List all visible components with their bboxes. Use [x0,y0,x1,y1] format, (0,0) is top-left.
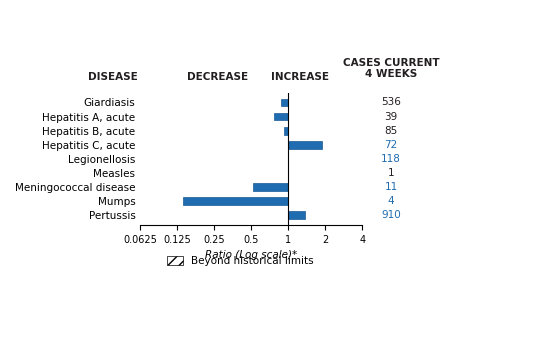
Bar [288,141,323,149]
Text: 11: 11 [384,182,397,192]
Text: 536: 536 [381,97,401,107]
Text: CASES CURRENT
4 WEEKS: CASES CURRENT 4 WEEKS [343,58,440,79]
Text: DECREASE: DECREASE [187,72,248,82]
Bar [281,99,288,106]
Text: 1: 1 [388,168,394,178]
Text: 118: 118 [381,154,401,164]
Bar [284,127,288,135]
Text: 4: 4 [388,196,394,206]
Text: INCREASE: INCREASE [271,72,329,82]
Text: 910: 910 [381,210,401,220]
Bar [253,183,288,191]
Legend: Beyond historical limits: Beyond historical limits [163,251,318,270]
Bar [183,197,288,205]
X-axis label: Ratio (Log scale)*: Ratio (Log scale)* [205,250,298,260]
Text: 39: 39 [384,112,397,122]
Text: 72: 72 [384,140,397,150]
Text: DISEASE: DISEASE [88,72,138,82]
Bar [288,211,305,219]
Bar [274,113,288,120]
Text: 85: 85 [384,126,397,136]
